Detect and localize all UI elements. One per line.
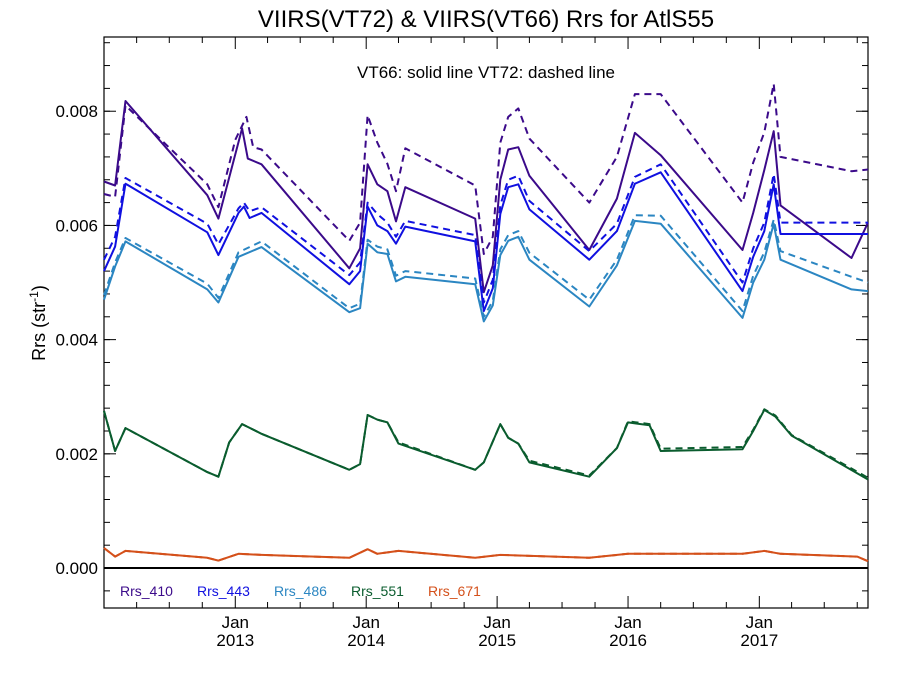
x-tick-label-month: Jan (483, 613, 510, 632)
y-tick-label: 0.002 (55, 445, 98, 464)
y-tick-label: 0.006 (55, 216, 98, 235)
minor-ticks (104, 37, 868, 608)
plot-frame (103, 36, 869, 609)
series-rrs-671-vt72-dashed-line (103, 547, 869, 563)
legend-entry-rrs-443: Rrs_443 (197, 583, 250, 599)
x-tick-label-year: 2015 (478, 631, 516, 650)
y-axis-label: Rrs (str-1) (27, 285, 49, 361)
y-tick-label: 0.000 (55, 559, 98, 578)
x-tick-label-year: 2016 (609, 631, 647, 650)
series-rrs-551-vt72-dashed-line (103, 408, 869, 479)
series-rrs-551-vt66-solid-line (103, 408, 869, 481)
series-rrs-443-vt66-solid-line (103, 171, 868, 313)
x-tick-label-year: 2013 (216, 631, 254, 650)
line-style-annotation: VT66: solid line VT72: dashed line (357, 63, 615, 82)
x-tick-label-year: 2014 (347, 631, 385, 650)
series-rrs-443-vt72-dashed-line (103, 163, 868, 304)
x-tick-label-month: Jan (222, 613, 249, 632)
y-tick-labels: 0.000 0.002 0.004 0.006 0.008 (55, 102, 98, 578)
y-tick-label: 0.008 (55, 102, 98, 121)
legend: Rrs_410 Rrs_443 Rrs_486 Rrs_551 Rrs_671 (120, 583, 481, 599)
series-group (103, 82, 869, 563)
y-axis-label-superscript: -1 (27, 291, 41, 302)
y-tick-label: 0.004 (55, 331, 98, 350)
series-rrs-410-vt72-dashed-line (103, 82, 869, 255)
series-rrs-410-vt66-solid-line (103, 100, 869, 294)
x-tick-label-month: Jan (352, 613, 379, 632)
legend-entry-rrs-551: Rrs_551 (351, 583, 404, 599)
legend-entry-rrs-410: Rrs_410 (120, 583, 173, 599)
x-tick-label-year: 2017 (740, 631, 778, 650)
legend-entry-rrs-671: Rrs_671 (428, 583, 481, 599)
y-axis-label-close: ) (29, 285, 49, 291)
legend-entry-rrs-486: Rrs_486 (274, 583, 327, 599)
series-rrs-671-vt66-solid-line (103, 547, 869, 563)
series-rrs-486-vt66-solid-line (103, 219, 869, 323)
series-rrs-486-vt72-dashed-line (103, 214, 869, 318)
x-tick-label-month: Jan (614, 613, 641, 632)
x-tick-label-month: Jan (746, 613, 773, 632)
major-ticks (104, 37, 868, 608)
chart-title: VIIRS(VT72) & VIIRS(VT66) Rrs for AtlS55 (258, 6, 714, 33)
y-axis-label-main: Rrs (str (29, 302, 49, 361)
